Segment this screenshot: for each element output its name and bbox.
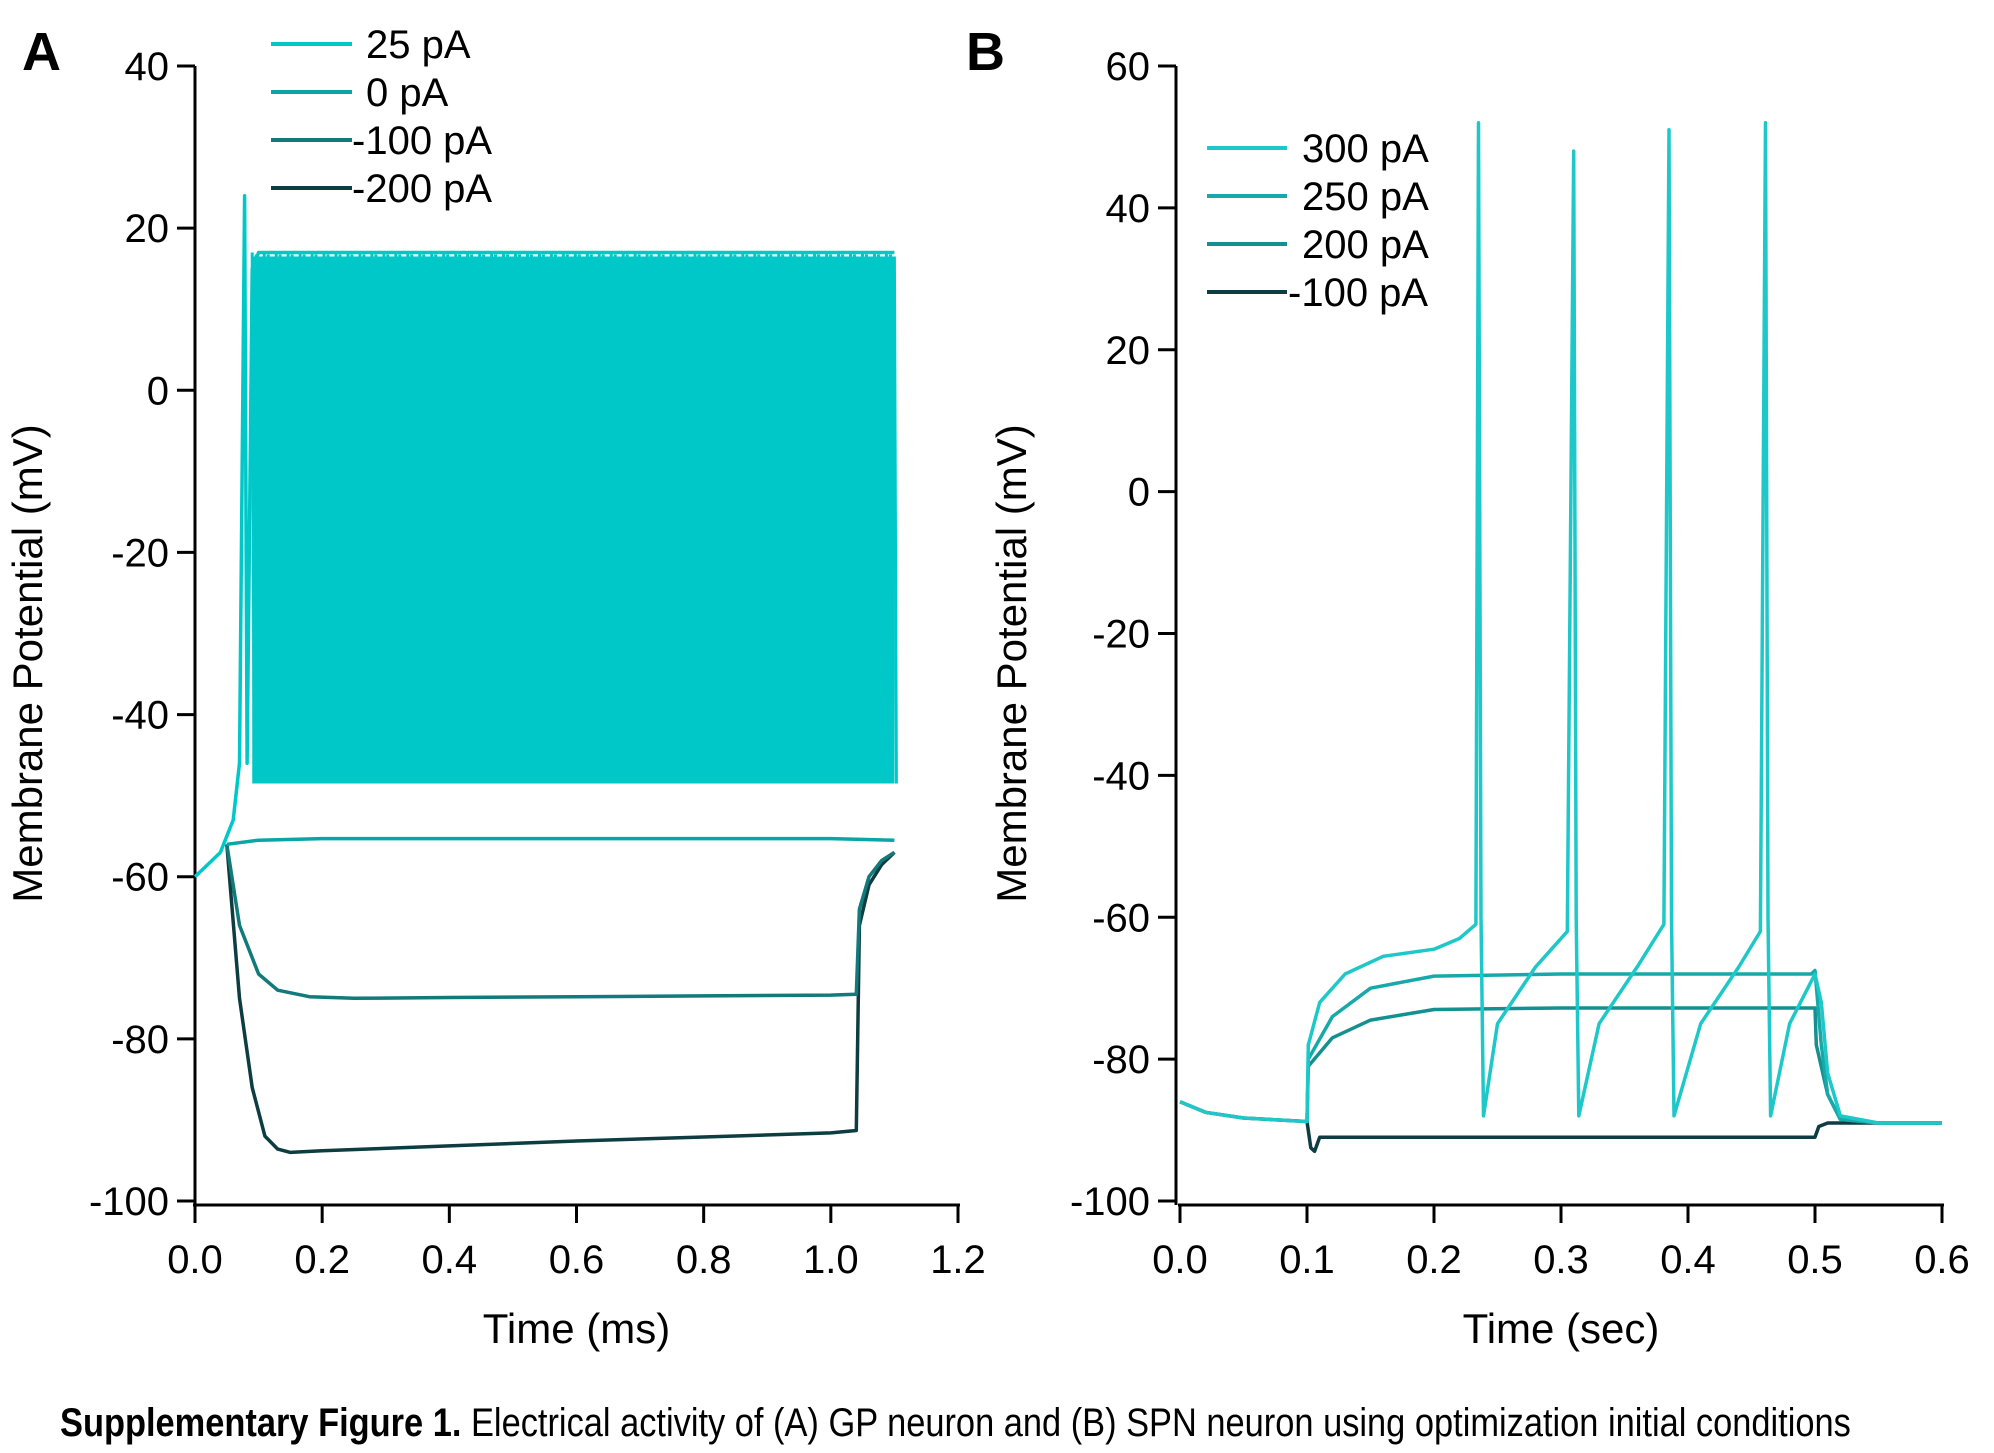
y-tick-label-b: 40 bbox=[1106, 187, 1151, 231]
legend-label-a-0-pa: 0 pA bbox=[366, 71, 449, 115]
x-tick-label-a: 0.6 bbox=[549, 1238, 605, 1282]
y-tick-label-a: -20 bbox=[111, 531, 169, 575]
caption-bold: Supplementary Figure 1. bbox=[60, 1401, 462, 1445]
y-tick-label-b: -40 bbox=[1092, 754, 1150, 798]
series-line-a-100-pa bbox=[225, 844, 896, 1001]
x-tick-label-a: 0.8 bbox=[676, 1238, 732, 1282]
legend-label-b-250-pa: 250 pA bbox=[1302, 175, 1429, 219]
panel-a: A 40 20 0 -20 -40 -60 -80 -100 0.0 0.2 0.4 0.6 0.8 1.0… bbox=[4, 22, 986, 1352]
y-tick-label-b: -60 bbox=[1092, 896, 1150, 940]
legend-label-a-200-pa: -200 pA bbox=[352, 167, 492, 211]
legend-label-a-100-pa: -100 pA bbox=[352, 119, 492, 163]
y-tick-label-a: 20 bbox=[125, 207, 170, 251]
y-tick-label-a: -80 bbox=[111, 1018, 169, 1062]
series-line-b-250-pa bbox=[1305, 968, 1942, 1125]
y-axis-label-b: Membrane Potential (mV) bbox=[988, 424, 1035, 903]
x-tick-label-a: 0.0 bbox=[167, 1238, 223, 1282]
y-tick-label-a: -60 bbox=[111, 856, 169, 900]
y-tick-label-a: -40 bbox=[111, 694, 169, 738]
x-tick-label-b: 0.4 bbox=[1660, 1238, 1716, 1282]
y-tick-label-b: -100 bbox=[1070, 1180, 1150, 1224]
series-line-b-100-pa bbox=[1179, 1100, 1942, 1154]
x-tick-label-a: 0.2 bbox=[294, 1238, 350, 1282]
y-tick-label-a: -100 bbox=[89, 1180, 169, 1224]
x-tick-label-b: 0.3 bbox=[1533, 1238, 1589, 1282]
series-line-b-200-pa bbox=[1305, 1006, 1942, 1125]
series-line-b-300-pa bbox=[1179, 121, 1942, 1125]
x-tick-label-b: 0.2 bbox=[1406, 1238, 1462, 1282]
series-line-a-0-pa bbox=[226, 836, 895, 847]
series-line-a-200-pa bbox=[225, 844, 896, 1155]
legend-label-b-300-pa: 300 pA bbox=[1302, 127, 1429, 171]
legend-label-b-200-pa: 200 pA bbox=[1302, 223, 1429, 267]
x-axis-label-b: Time (sec) bbox=[1463, 1305, 1660, 1352]
x-tick-label-b: 0.5 bbox=[1787, 1238, 1843, 1282]
spike-train-a-25-pa bbox=[250, 252, 898, 784]
y-tick-label-a: 0 bbox=[147, 369, 169, 413]
y-tick-label-b: -20 bbox=[1092, 613, 1150, 657]
y-tick-label-b: 0 bbox=[1128, 471, 1150, 515]
panel-letter-b: B bbox=[966, 22, 1005, 82]
x-tick-label-a: 0.4 bbox=[422, 1238, 478, 1282]
y-tick-label-b: 60 bbox=[1106, 45, 1151, 89]
x-tick-label-b: 0.0 bbox=[1152, 1238, 1208, 1282]
x-tick-label-a: 1.2 bbox=[930, 1238, 986, 1282]
figure-caption: Supplementary Figure 1. Electrical activ… bbox=[60, 1398, 1851, 1448]
y-tick-label-b: -80 bbox=[1092, 1038, 1150, 1082]
y-tick-label-a: 40 bbox=[125, 45, 170, 89]
y-tick-label-b: 20 bbox=[1106, 329, 1151, 373]
panel-letter-a: A bbox=[22, 22, 61, 82]
legend-label-a-25-pa: 25 pA bbox=[366, 23, 471, 67]
caption-text: Electrical activity of (A) GP neuron and… bbox=[461, 1401, 1851, 1445]
legend-label-b-100-pa: -100 pA bbox=[1288, 271, 1428, 315]
x-tick-label-b: 0.6 bbox=[1914, 1238, 1970, 1282]
y-axis-label-a: Membrane Potential (mV) bbox=[4, 424, 51, 903]
x-axis-label-a: Time (ms) bbox=[483, 1305, 670, 1352]
x-tick-label-a: 1.0 bbox=[803, 1238, 859, 1282]
x-tick-label-b: 0.1 bbox=[1279, 1238, 1335, 1282]
